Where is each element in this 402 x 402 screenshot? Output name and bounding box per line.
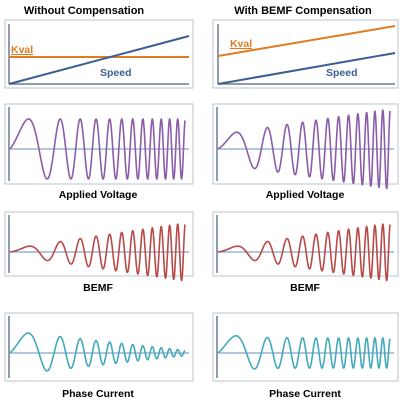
column-title-with: With BEMF Compensation [234,5,372,17]
column-title-without: Without Compensation [24,5,145,17]
caption-phase-current-with: Phase Current [269,388,341,400]
waveform-panel-applied-voltage [4,103,194,185]
caption-bemf-with: BEMF [290,282,320,294]
caption-applied-voltage-with: Applied Voltage [266,189,345,201]
waveform-panel-phase-current [4,312,194,382]
kval-label: Kval [11,44,33,56]
caption-phase-current-without: Phase Current [62,388,134,400]
waveform-panel-phase-current [212,312,399,382]
speed-label: Speed [100,67,132,79]
bemf-waveform [217,223,391,282]
phase-current-waveform [217,335,391,370]
phase-current-waveform [9,332,186,372]
waveform-panels [4,103,399,382]
kval-speed-panel-with: Kval Speed [212,19,399,89]
panel-border [212,19,399,89]
caption-applied-voltage-without: Applied Voltage [59,189,138,201]
waveform-panel-applied-voltage [212,103,399,190]
speed-line [217,52,396,85]
kval-line [217,25,396,57]
applied-voltage-waveform [217,109,391,190]
caption-bemf-without: BEMF [83,282,113,294]
applied-voltage-waveform [9,118,186,180]
speed-label: Speed [326,67,358,79]
waveform-panel-bemf [4,211,194,282]
waveform-panel-bemf [212,211,399,282]
kval-speed-panel-without: Kval Speed [4,19,194,89]
speed-line [8,35,190,85]
kval-label: Kval [230,38,252,50]
bemf-waveform [9,223,186,282]
